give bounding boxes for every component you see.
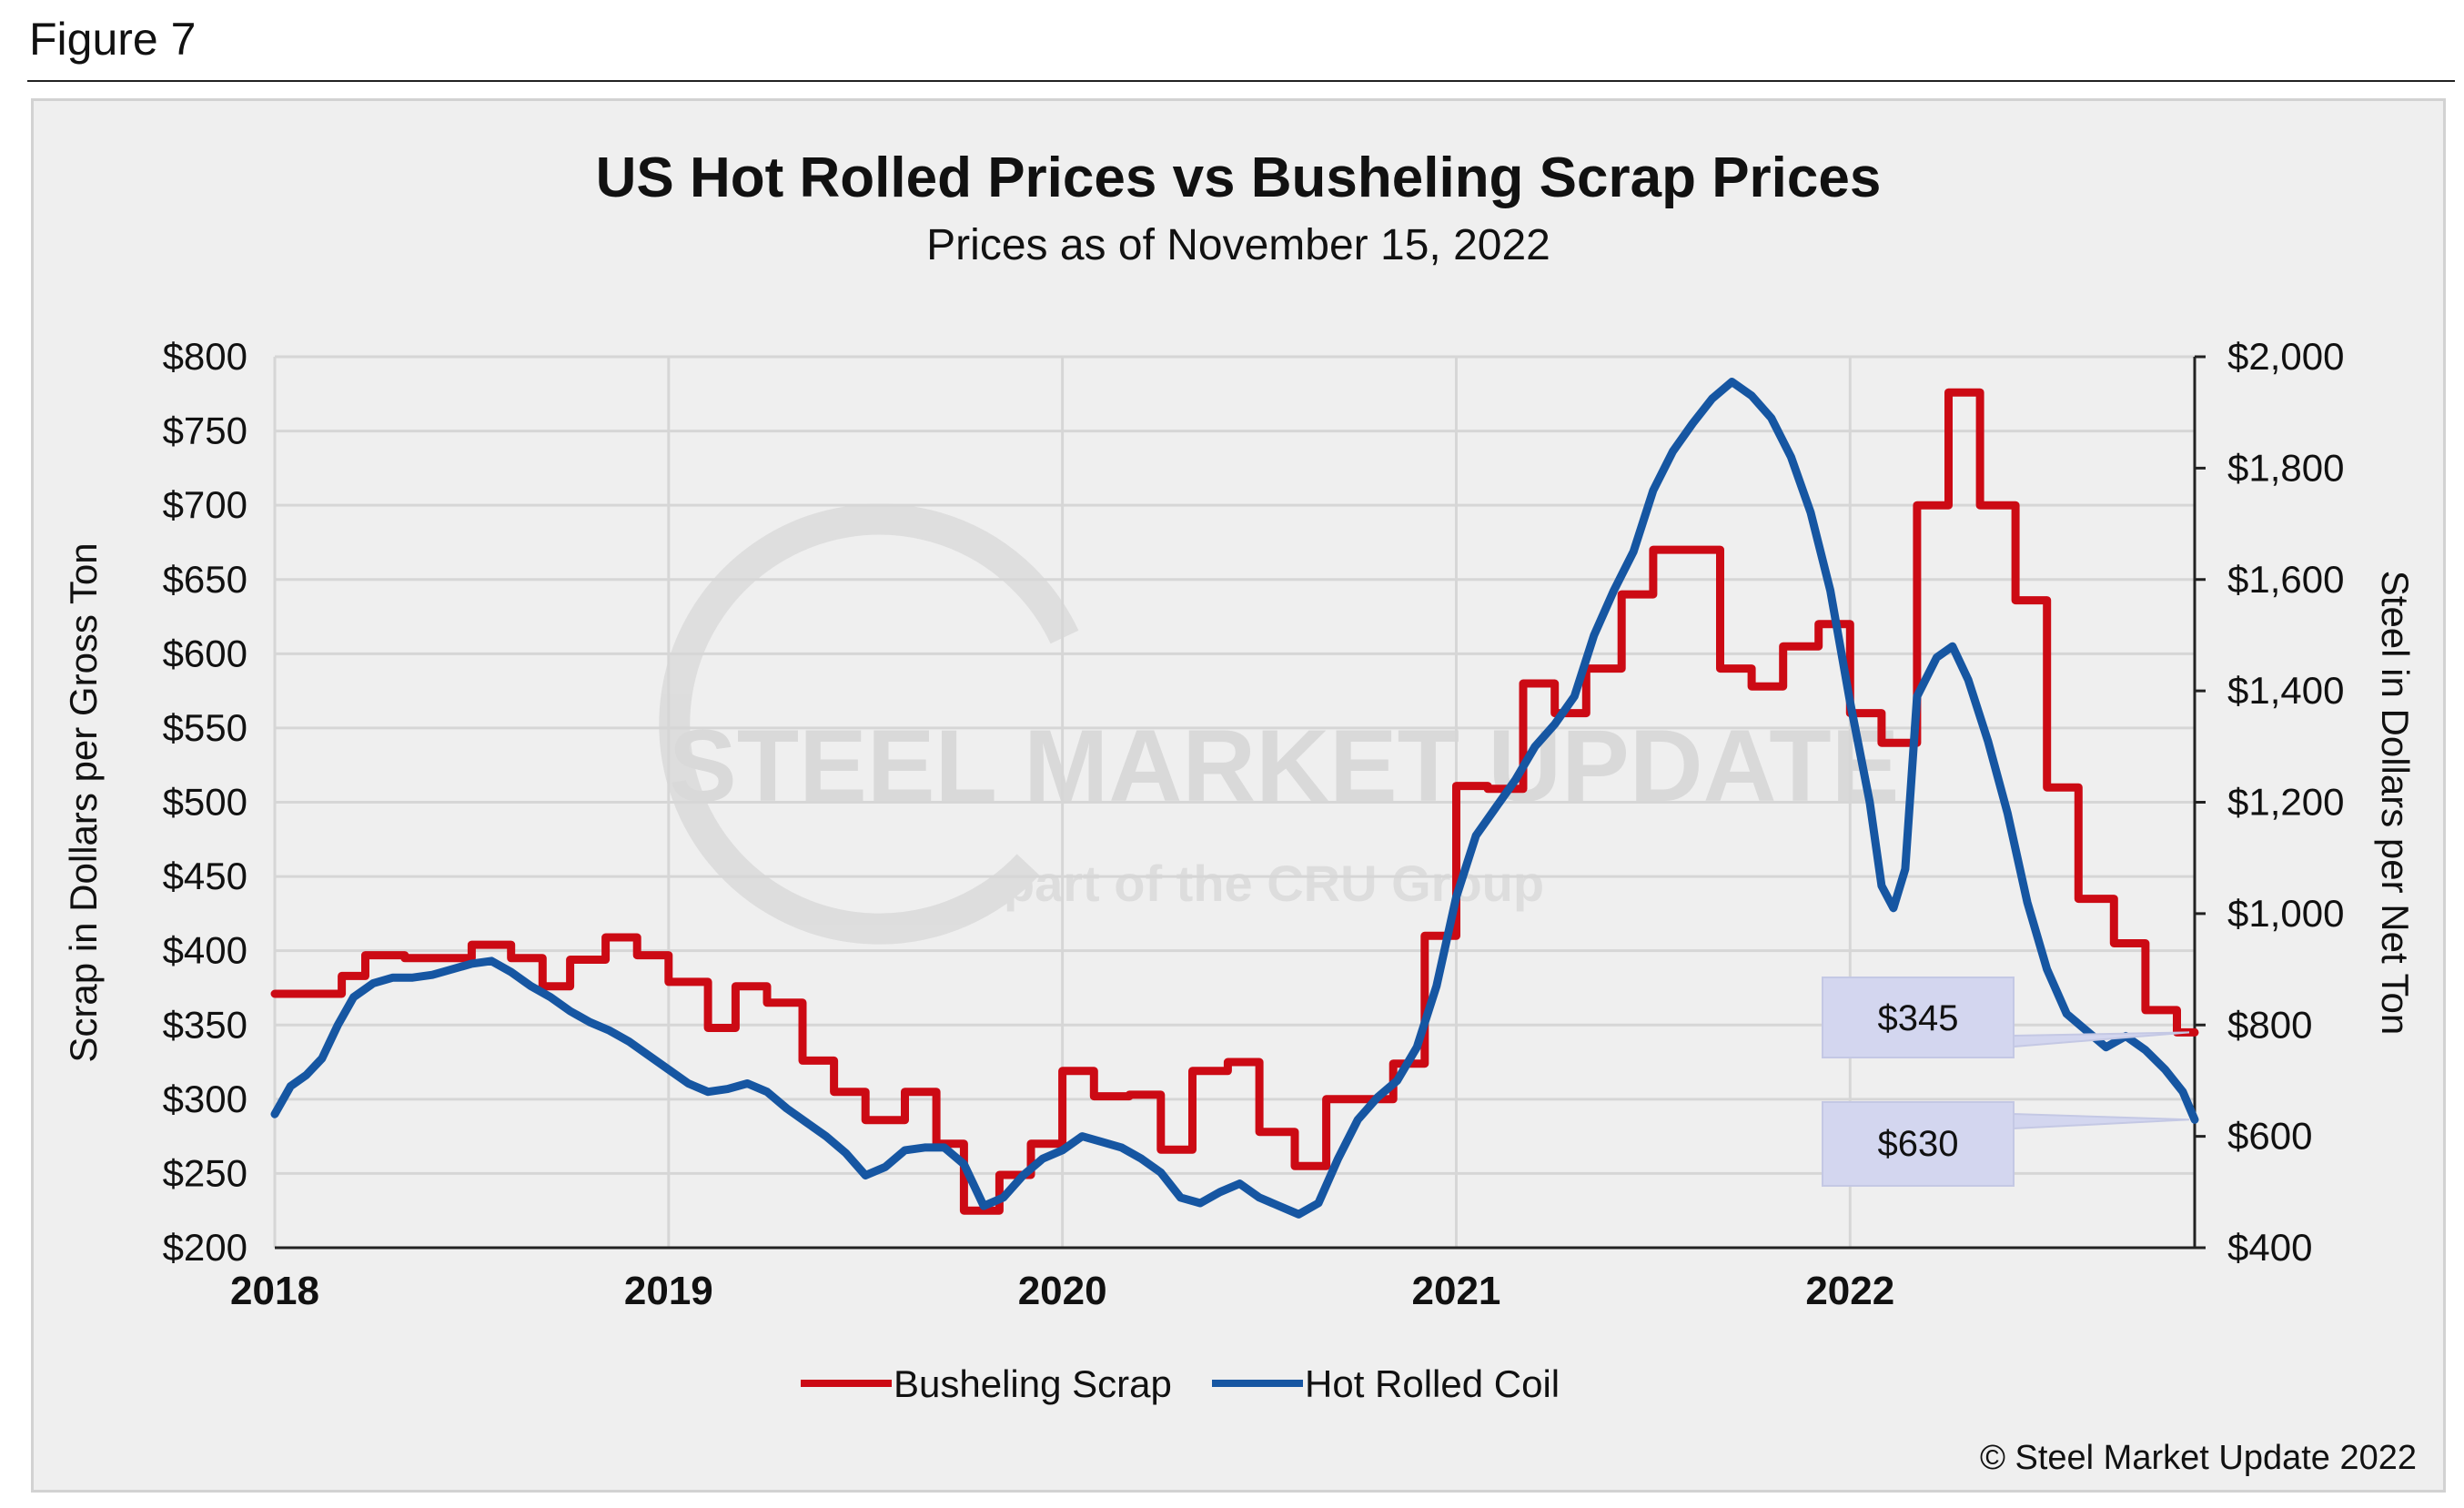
x-tick-label: 2022 bbox=[1805, 1269, 1894, 1313]
x-tick-label: 2021 bbox=[1412, 1269, 1501, 1313]
left-tick-label: $250 bbox=[163, 1151, 247, 1194]
left-tick-label: $750 bbox=[163, 410, 247, 452]
left-tick-label: $400 bbox=[163, 929, 247, 972]
x-tick-label: 2019 bbox=[624, 1269, 713, 1313]
series-line-hot-rolled-coil bbox=[270, 378, 2199, 1219]
chart-panel bbox=[31, 98, 2446, 1493]
legend-label-hrc: Hot Rolled Coil bbox=[1305, 1362, 1560, 1405]
right-tick-label: $1,600 bbox=[2227, 558, 2344, 601]
callout-scrap: $345 bbox=[1822, 977, 2190, 1058]
left-tick-label: $350 bbox=[163, 1003, 247, 1046]
x-tick-label: 2018 bbox=[230, 1269, 319, 1313]
x-tick-label: 2020 bbox=[1018, 1269, 1107, 1313]
left-axis-ticks: $200 $250 $300 $350 $400 $450 $500 $550 $600 $650… bbox=[163, 335, 247, 1269]
left-tick-label: $550 bbox=[163, 706, 247, 749]
right-axis-label: Steel in Dollars per Net Ton bbox=[2374, 571, 2417, 1035]
right-tick-label: $1,800 bbox=[2227, 446, 2344, 489]
left-axis-label: Scrap in Dollars per Gross Ton bbox=[62, 542, 105, 1062]
right-tick-label: $1,400 bbox=[2227, 669, 2344, 712]
series-layer bbox=[270, 378, 2199, 1219]
right-tick-label: $1,000 bbox=[2227, 892, 2344, 935]
right-tick-label: $600 bbox=[2227, 1115, 2312, 1158]
callout-scrap-box bbox=[1822, 977, 2015, 1058]
copyright-text: © Steel Market Update 2022 bbox=[1980, 1439, 2417, 1477]
figure-divider bbox=[27, 80, 2455, 82]
left-tick-label: $500 bbox=[163, 781, 247, 824]
left-tick-label: $700 bbox=[163, 483, 247, 526]
callout-hrc-pointer bbox=[2013, 1112, 2190, 1130]
left-tick-label: $450 bbox=[163, 855, 247, 897]
left-tick-label: $650 bbox=[163, 558, 247, 601]
right-tick-label: $800 bbox=[2227, 1003, 2312, 1046]
x-axis-ticks: 2018 2019 2020 2021 2022 bbox=[230, 1269, 1894, 1313]
chart-subtitle: Prices as of November 15, 2022 bbox=[926, 221, 1550, 269]
right-tick-label: $400 bbox=[2227, 1226, 2312, 1269]
legend-label-scrap: Busheling Scrap bbox=[894, 1362, 1172, 1405]
left-tick-label: $200 bbox=[163, 1226, 247, 1269]
left-tick-label: $800 bbox=[163, 335, 247, 378]
callout-hrc-label: $630 bbox=[1878, 1124, 1959, 1164]
right-axis-ticks: $400 $600 $800 $1,000 $1,200 $1,400 $1,600 $1,8… bbox=[2195, 335, 2344, 1269]
callout-hrc: $630 bbox=[1822, 1101, 2190, 1187]
watermark-brand: STEEL MARKET UPDATE bbox=[669, 709, 1899, 823]
left-tick-label: $600 bbox=[163, 632, 247, 674]
callout-scrap-label: $345 bbox=[1878, 998, 1959, 1038]
figure-label: Figure 7 bbox=[29, 14, 197, 65]
callout-hrc-box bbox=[1822, 1101, 2015, 1187]
left-tick-label: $300 bbox=[163, 1078, 247, 1120]
legend: Busheling Scrap Hot Rolled Coil bbox=[801, 1362, 1560, 1405]
watermark-ring-icon bbox=[659, 503, 1079, 945]
right-tick-label: $1,200 bbox=[2227, 781, 2344, 824]
right-tick-label: $2,000 bbox=[2227, 335, 2344, 378]
chart-title: US Hot Rolled Prices vs Busheling Scrap … bbox=[596, 147, 1882, 209]
